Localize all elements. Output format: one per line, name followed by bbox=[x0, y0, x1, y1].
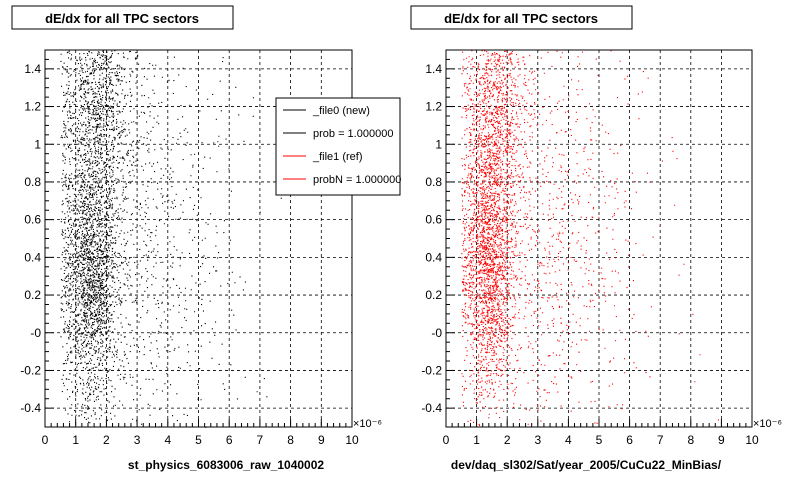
x-tick-label: 5 bbox=[195, 433, 202, 447]
x-tick-label: 4 bbox=[164, 433, 171, 447]
x-tick-label: 0 bbox=[42, 433, 49, 447]
y-tick-label: 0.2 bbox=[425, 288, 442, 302]
y-tick-label: -0.2 bbox=[421, 363, 442, 377]
y-tick-label: 0.2 bbox=[24, 288, 41, 302]
y-tick-label: -0.4 bbox=[20, 401, 41, 415]
x-tick-label: 9 bbox=[718, 433, 725, 447]
x-tick-label: 7 bbox=[657, 433, 664, 447]
y-tick-label: -0 bbox=[30, 326, 41, 340]
axis-ticks: 0 1 2 3 4 5 6 7 8 9 10 -0.4 -0.2 -0 0.2 0.4 0.6 0.8 1 1.2 1.… bbox=[421, 49, 759, 447]
legend-label-1: prob = 1.000000 bbox=[313, 128, 393, 140]
grid-lines bbox=[446, 50, 752, 427]
y-tick-label: 1.2 bbox=[425, 100, 442, 114]
chart-title: dE/dx for all TPC sectors bbox=[45, 11, 199, 26]
x-exponent-label: ×10⁻⁶ bbox=[753, 418, 782, 430]
scatter-series bbox=[461, 50, 719, 426]
y-tick-label: 0.4 bbox=[24, 250, 41, 264]
x-tick-label: 0 bbox=[443, 433, 450, 447]
legend-label-3: probN = 1.000000 bbox=[313, 174, 401, 186]
left-chart: dE/dx for all TPC sectors 0 1 2 3 4 5 6 7 8 9 10 -0… bbox=[11, 5, 401, 472]
x-tick-label: 3 bbox=[134, 433, 141, 447]
x-tick-label: 1 bbox=[473, 433, 480, 447]
legend-label-2: _file1 (ref) bbox=[312, 151, 363, 163]
y-tick-label: 1.2 bbox=[24, 100, 41, 114]
chart-title: dE/dx for all TPC sectors bbox=[444, 11, 598, 26]
x-tick-label: 6 bbox=[226, 433, 233, 447]
x-tick-label: 5 bbox=[596, 433, 603, 447]
chart-title-box bbox=[11, 5, 234, 30]
x-tick-label: 8 bbox=[687, 433, 694, 447]
x-tick-label: 4 bbox=[565, 433, 572, 447]
x-tick-label: 8 bbox=[287, 433, 294, 447]
y-tick-label: 0.8 bbox=[425, 175, 442, 189]
y-tick-label: 0.6 bbox=[24, 213, 41, 227]
y-tick-label: 1.4 bbox=[24, 62, 41, 76]
right-chart: dE/dx for all TPC sectors 0 1 2 3 4 5 6 7 8 9 10 -0… bbox=[410, 5, 782, 472]
scatter-points bbox=[461, 50, 719, 426]
x-exponent-label: ×10⁻⁶ bbox=[353, 418, 382, 430]
x-tick-label: 3 bbox=[534, 433, 541, 447]
x-tick-label: 9 bbox=[318, 433, 325, 447]
legend-label-0: _file0 (new) bbox=[312, 105, 370, 117]
y-tick-label: -0 bbox=[431, 326, 442, 340]
x-tick-label: 6 bbox=[626, 433, 633, 447]
x-tick-label: 2 bbox=[103, 433, 110, 447]
x-tick-label: 1 bbox=[72, 433, 79, 447]
y-tick-label: 0.8 bbox=[24, 175, 41, 189]
x-tick-label: 2 bbox=[504, 433, 511, 447]
legend: _file0 (new) prob = 1.000000 _file1 (ref… bbox=[275, 97, 401, 196]
y-tick-label: -0.4 bbox=[421, 401, 442, 415]
x-tick-label: 10 bbox=[745, 433, 759, 447]
y-tick-label: -0.2 bbox=[20, 363, 41, 377]
axis-ticks: 0 1 2 3 4 5 6 7 8 9 10 -0.4 -0.2 -0 0.2 0.4 0.6 0.8 1 1.2 1.… bbox=[20, 49, 359, 447]
y-tick-label: 1 bbox=[435, 137, 442, 151]
x-tick-label: 10 bbox=[345, 433, 359, 447]
y-tick-label: 0.6 bbox=[425, 213, 442, 227]
y-tick-label: 1.4 bbox=[425, 62, 442, 76]
x-axis-label: st_physics_6083006_raw_1040002 bbox=[128, 458, 324, 472]
x-axis-label: dev/daq_sl302/Sat/year_2005/CuCu22_MinBi… bbox=[451, 458, 722, 472]
x-tick-label: 7 bbox=[257, 433, 264, 447]
y-tick-label: 0.4 bbox=[425, 250, 442, 264]
y-tick-label: 1 bbox=[34, 137, 41, 151]
chart-title-box bbox=[410, 5, 633, 30]
